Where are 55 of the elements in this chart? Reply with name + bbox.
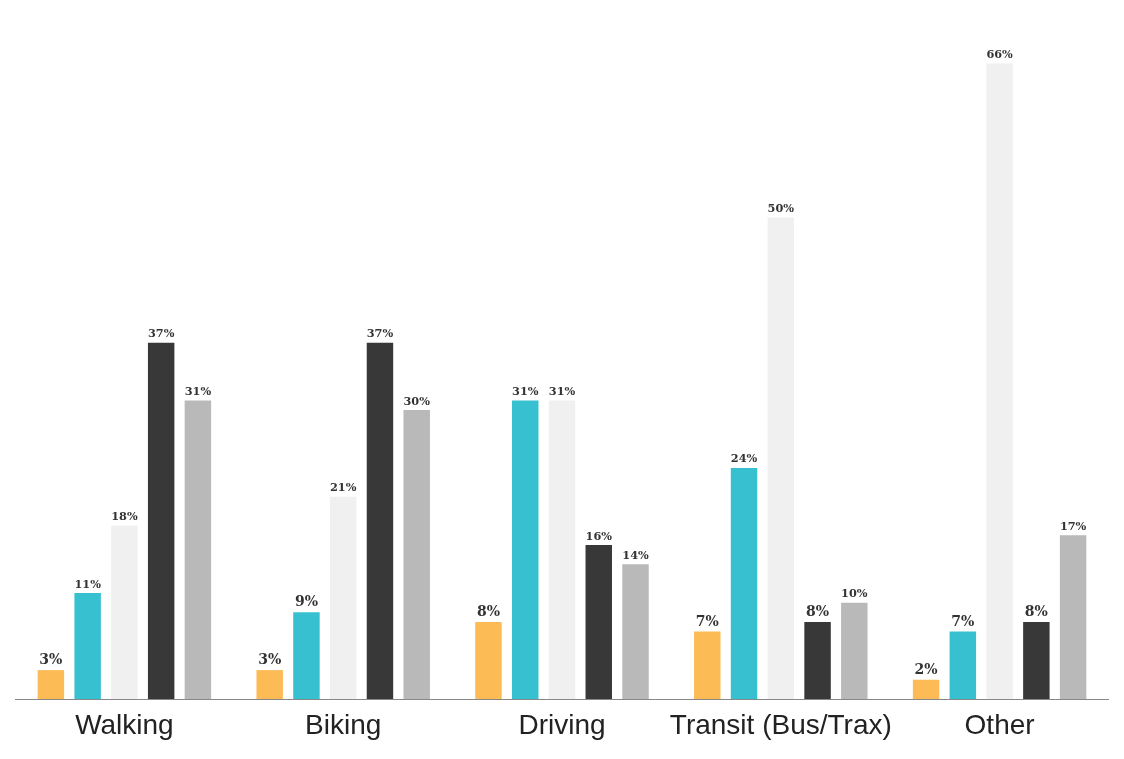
- data-label: 31%: [512, 384, 539, 399]
- data-label: 10%: [841, 586, 868, 601]
- data-label: 8%: [806, 602, 830, 619]
- data-label: 31%: [548, 384, 576, 399]
- data-label: 50%: [767, 201, 795, 216]
- data-label: 9%: [294, 593, 318, 610]
- data-label: 3%: [39, 651, 63, 668]
- data-label: 3%: [258, 651, 282, 668]
- data-label: 8%: [1024, 602, 1048, 619]
- bar: [37, 670, 65, 699]
- bar: [767, 217, 795, 699]
- bar: [184, 400, 212, 699]
- bar: [622, 564, 649, 699]
- data-label: 21%: [329, 480, 357, 495]
- data-label: 66%: [986, 47, 1014, 62]
- bar: [841, 602, 868, 699]
- bar: [366, 342, 394, 699]
- bar: [730, 467, 758, 699]
- bar: [111, 525, 138, 699]
- bar: [694, 631, 721, 699]
- bar: [475, 621, 502, 699]
- bar: [74, 593, 101, 699]
- bar: [1023, 621, 1050, 699]
- data-label: 11%: [74, 576, 102, 591]
- bar: [1059, 535, 1087, 699]
- bar: [256, 670, 283, 699]
- data-label: 7%: [951, 612, 975, 629]
- x-tick-label: Biking: [305, 708, 382, 740]
- data-label: 17%: [1059, 518, 1087, 533]
- data-label: 16%: [585, 528, 613, 543]
- x-tick-label: Transit (Bus/Trax): [669, 708, 892, 740]
- bar: [329, 496, 357, 699]
- data-label: 18%: [111, 509, 138, 524]
- data-label: 30%: [403, 393, 431, 408]
- bar: [912, 679, 940, 699]
- data-label: 7%: [695, 612, 719, 629]
- x-tick-label: Walking: [75, 708, 174, 740]
- x-tick-label: Driving: [518, 708, 606, 740]
- data-label: 8%: [476, 602, 501, 619]
- data-label: 37%: [147, 326, 175, 341]
- bar: [548, 400, 576, 699]
- data-label: 37%: [366, 326, 394, 341]
- data-label: 24%: [730, 451, 758, 466]
- data-label: 14%: [622, 547, 649, 562]
- bar: [147, 342, 175, 699]
- bar: [986, 63, 1013, 699]
- bar: [403, 410, 430, 699]
- bar: [293, 612, 320, 699]
- bar: [512, 400, 539, 699]
- bar: [949, 631, 977, 699]
- bar: [585, 544, 612, 699]
- data-label: 2%: [914, 660, 938, 677]
- x-tick-label: Other: [964, 708, 1035, 740]
- data-label: 31%: [184, 384, 212, 399]
- bar: [804, 621, 831, 699]
